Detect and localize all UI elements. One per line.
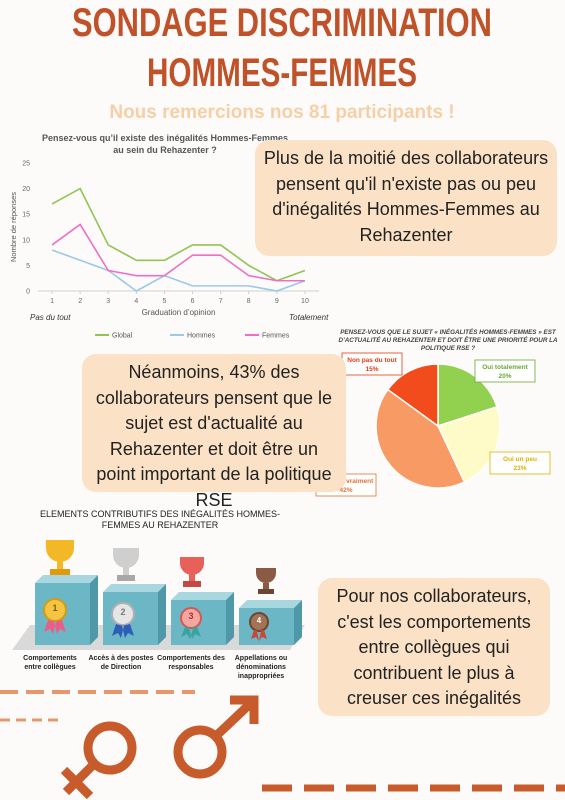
medal-rank: 4 <box>257 616 262 625</box>
medals <box>43 598 269 641</box>
x-tick-label: 10 <box>301 298 309 305</box>
callout: Pour nos collaborateurs, c'est les compo… <box>318 578 550 716</box>
ranking-label: Accès à des postes de Direction <box>88 655 154 671</box>
callout: Plus de la moitié des collaborateurs pen… <box>255 140 557 256</box>
pie-value-label: 20% <box>498 373 511 380</box>
series-line <box>51 249 306 292</box>
legend-label: Hommes <box>187 333 216 340</box>
x-tick-label: 4 <box>134 298 138 305</box>
pie-category: Oui totalement <box>482 364 528 371</box>
y-tick-label: 10 <box>22 237 30 244</box>
pie-chart-title: PENSEZ-VOUS QUE LE SUJET « INÉGALITÉS HO… <box>338 329 558 352</box>
annotation: Totalement <box>289 313 329 322</box>
ranking-title: ELEMENTS CONTRIBUTIFS DES INÉGALITÉS HOM… <box>39 509 281 530</box>
ranking-label: Comportements entre collègues <box>23 655 77 671</box>
x-tick-label: 6 <box>191 298 195 305</box>
y-tick-label: 0 <box>26 289 30 296</box>
annotation: Pas du tout <box>30 313 71 322</box>
medal-rank: 2 <box>120 607 125 617</box>
pie-category: Oui un peu <box>503 456 537 463</box>
callout: Néanmoins, 43% des collaborateurs pensen… <box>82 354 346 510</box>
x-tick-label: 5 <box>162 298 166 305</box>
y-tick-label: 25 <box>22 161 30 168</box>
y-tick-label: 15 <box>22 212 30 219</box>
x-tick-label: 8 <box>247 298 251 305</box>
series-line <box>51 187 306 282</box>
y-tick-label: 5 <box>26 263 30 270</box>
pie-slice <box>436 405 501 484</box>
pie-slice <box>375 388 466 489</box>
title-line: HOMMES-FEMMES <box>147 51 417 95</box>
x-tick-label: 9 <box>275 298 279 305</box>
x-tick-label: 1 <box>50 298 54 305</box>
pie-slice <box>386 363 439 428</box>
x-axis-title: Graduation d’opinion <box>142 308 216 317</box>
x-tick-label: 3 <box>106 298 110 305</box>
pie-slice <box>437 363 498 428</box>
ranking-label: Comportements des responsables <box>157 655 225 671</box>
legend-label: Global <box>112 333 133 340</box>
series-line <box>51 223 305 282</box>
x-tick-label: 7 <box>219 298 223 305</box>
pie-category: Non pas du tout <box>347 357 397 364</box>
title-line: SONDAGE DISCRIMINATION <box>72 1 492 45</box>
pie-value-label: 23% <box>513 465 526 472</box>
x-tick-label: 2 <box>78 298 82 305</box>
medal-rank: 3 <box>188 611 193 621</box>
subtitle: Nous remercions nos 81 participants ! <box>109 102 454 123</box>
y-axis-title: Nombre de réponses <box>9 192 18 262</box>
decoration <box>0 690 565 800</box>
ranking-label: Appellations ou dénominations inappropri… <box>234 655 288 680</box>
pie-category: Non pas vraiment <box>319 478 374 485</box>
legend-label: Femmes <box>262 333 290 340</box>
pie-label-box <box>474 359 536 383</box>
line-chart-title: Pensez-vous qu’il existe des inégalités … <box>41 133 289 155</box>
pie-value-label: 15% <box>365 366 378 373</box>
trophies <box>46 540 276 594</box>
pie-label-box <box>489 451 551 475</box>
medal-rank: 1 <box>52 603 57 613</box>
pie-value-label: 42% <box>339 487 352 494</box>
y-tick-label: 20 <box>22 186 30 193</box>
